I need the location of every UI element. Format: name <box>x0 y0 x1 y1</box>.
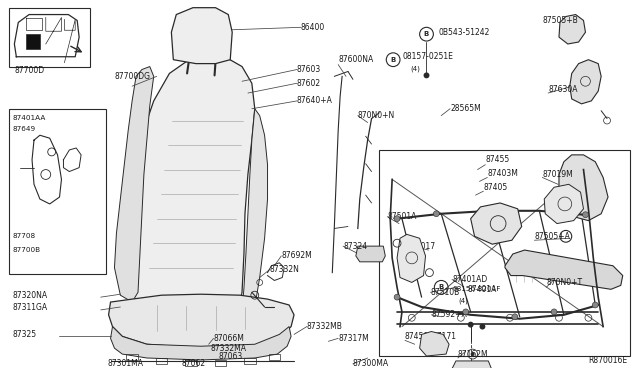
Text: B: B <box>424 31 429 37</box>
Text: 86400: 86400 <box>301 23 325 32</box>
Polygon shape <box>570 60 601 104</box>
Circle shape <box>394 216 400 222</box>
Polygon shape <box>544 184 584 224</box>
Text: 87317M: 87317M <box>338 334 369 343</box>
Circle shape <box>551 309 557 315</box>
Circle shape <box>593 302 598 308</box>
Text: 08156-8201F: 08156-8201F <box>452 286 500 292</box>
Bar <box>214 360 227 366</box>
Text: 87602: 87602 <box>297 79 321 88</box>
Polygon shape <box>111 327 291 360</box>
Circle shape <box>394 294 400 300</box>
Polygon shape <box>451 361 492 372</box>
Text: 87332MB: 87332MB <box>307 322 342 331</box>
Circle shape <box>470 352 475 356</box>
Text: 87300MA: 87300MA <box>353 359 389 368</box>
Circle shape <box>433 211 439 217</box>
Text: 87401AA: 87401AA <box>12 115 46 121</box>
Polygon shape <box>470 203 522 244</box>
Text: 87640+A: 87640+A <box>297 96 333 105</box>
Circle shape <box>512 314 518 320</box>
Text: 87630A: 87630A <box>548 84 578 94</box>
Bar <box>26 34 40 49</box>
Text: (4): (4) <box>458 298 468 304</box>
Text: 87324: 87324 <box>343 242 367 251</box>
Text: 87401A: 87401A <box>468 285 497 294</box>
Text: 87019M: 87019M <box>542 170 573 179</box>
Text: 87017: 87017 <box>412 242 436 251</box>
Text: 87649: 87649 <box>12 126 36 132</box>
Text: 87603: 87603 <box>297 65 321 74</box>
Text: 87325: 87325 <box>12 330 36 339</box>
Polygon shape <box>356 246 385 262</box>
Text: 87692M: 87692M <box>281 251 312 260</box>
Polygon shape <box>505 250 623 289</box>
Polygon shape <box>397 234 426 282</box>
Text: 87062: 87062 <box>181 359 205 368</box>
Bar <box>10 8 90 67</box>
Text: 87505+A: 87505+A <box>534 232 570 241</box>
Text: 87066M: 87066M <box>214 334 244 343</box>
Text: 87600NA: 87600NA <box>338 55 373 64</box>
Text: B: B <box>438 284 444 290</box>
Bar <box>185 360 197 366</box>
Text: 0B543-51242: 0B543-51242 <box>438 28 490 37</box>
Polygon shape <box>559 155 608 221</box>
Circle shape <box>582 212 588 218</box>
Bar <box>10 109 106 273</box>
Text: 87403M: 87403M <box>487 169 518 178</box>
Circle shape <box>468 322 474 328</box>
Text: 87311GA: 87311GA <box>12 304 47 312</box>
Bar <box>269 354 280 360</box>
Polygon shape <box>242 109 268 317</box>
Text: 87510B: 87510B <box>431 288 460 297</box>
Text: 87501A: 87501A <box>387 212 417 221</box>
Text: 87450: 87450 <box>405 332 429 341</box>
Text: (4): (4) <box>411 65 420 72</box>
Polygon shape <box>559 15 586 44</box>
Text: B: B <box>390 57 396 63</box>
Text: 87401AD: 87401AD <box>452 275 487 284</box>
Bar <box>244 358 256 364</box>
Text: R870016E: R870016E <box>588 356 628 365</box>
Polygon shape <box>109 294 294 348</box>
Bar <box>156 358 168 364</box>
Text: 08157-0251E: 08157-0251E <box>403 52 454 61</box>
Circle shape <box>479 324 485 330</box>
Polygon shape <box>127 56 255 317</box>
Text: 87320NA: 87320NA <box>12 291 47 300</box>
Polygon shape <box>420 331 449 356</box>
Text: 87592+A: 87592+A <box>431 310 467 319</box>
Text: 87332N: 87332N <box>269 265 300 274</box>
Text: 28565M: 28565M <box>450 104 481 113</box>
Text: 87455: 87455 <box>485 155 509 164</box>
Text: 87063: 87063 <box>218 352 243 360</box>
Text: 87700B: 87700B <box>12 247 40 253</box>
Text: 87332MA: 87332MA <box>211 344 246 353</box>
Polygon shape <box>115 67 154 302</box>
Bar <box>126 354 138 360</box>
Text: 87301MA: 87301MA <box>108 359 143 368</box>
Text: 870N0+T: 870N0+T <box>546 278 582 287</box>
Text: 87505+B: 87505+B <box>542 16 578 25</box>
Text: 870N0+N: 870N0+N <box>358 111 395 120</box>
Text: 87162M: 87162M <box>458 350 488 359</box>
Text: 87700D: 87700D <box>14 66 45 75</box>
Text: 87700DG: 87700DG <box>115 72 150 81</box>
Text: 87171: 87171 <box>433 332 456 341</box>
Text: 87708: 87708 <box>12 233 36 239</box>
Circle shape <box>424 73 429 78</box>
Circle shape <box>463 309 468 315</box>
Text: 87405: 87405 <box>483 183 508 192</box>
Bar <box>380 150 630 356</box>
Polygon shape <box>172 8 232 64</box>
